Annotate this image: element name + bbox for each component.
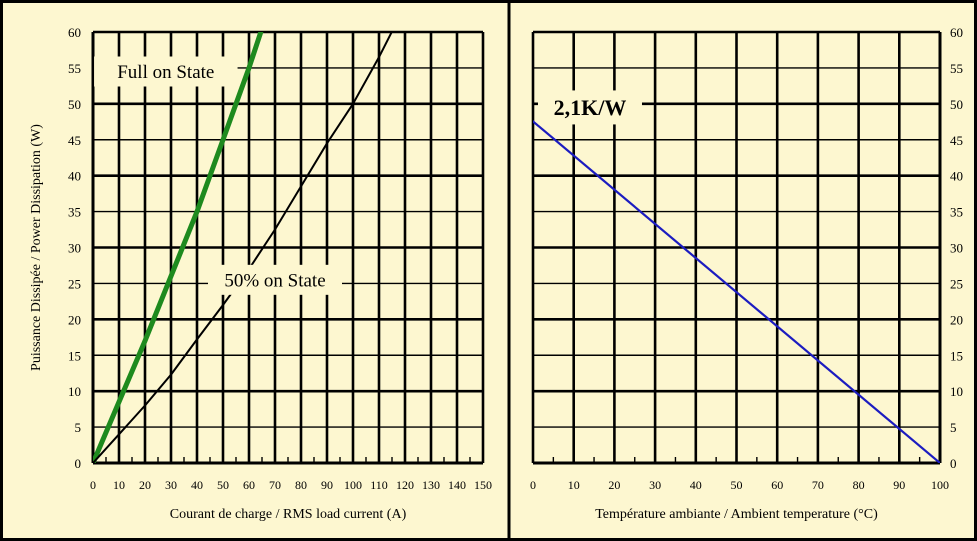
x-tick-label: 30 bbox=[165, 478, 177, 492]
y-tick-label: 35 bbox=[950, 205, 963, 220]
left-chart-power-vs-current: 0 10 20 30 40 50 60 70 80 90 100 110 120 130 140 150 0 5 1… bbox=[29, 25, 492, 522]
y-tick-label: 20 bbox=[68, 312, 81, 327]
y-tick-label: 35 bbox=[68, 205, 81, 220]
x-axis-label: Courant de charge / RMS load current (A) bbox=[170, 507, 407, 522]
x-tick-label: 150 bbox=[474, 478, 492, 492]
y-tick-label: 40 bbox=[68, 169, 81, 184]
x-tick-label: 60 bbox=[243, 478, 255, 492]
y-axis-label: Puissance Dissipée / Power Dissipation (… bbox=[29, 124, 44, 371]
annotation-label-full-on-state: Full on State bbox=[117, 62, 214, 83]
x-tick-label: 10 bbox=[568, 478, 580, 492]
y-tick-label: 0 bbox=[950, 456, 957, 471]
annotation-box bbox=[537, 90, 642, 125]
y-tick-label: 15 bbox=[950, 348, 963, 363]
x-tick-label: 130 bbox=[422, 478, 440, 492]
y-tick-label: 5 bbox=[75, 420, 82, 435]
y-tick-label: 10 bbox=[950, 384, 963, 399]
x-tick-label: 70 bbox=[269, 478, 281, 492]
x-tick-label: 70 bbox=[812, 478, 824, 492]
x-tick-label: 50 bbox=[731, 478, 743, 492]
y-tick-label: 0 bbox=[75, 456, 82, 471]
y-tick-label: 45 bbox=[68, 133, 81, 148]
y-tick-label: 5 bbox=[950, 420, 957, 435]
y-tick-label: 25 bbox=[68, 276, 81, 291]
x-tick-label: 120 bbox=[396, 478, 414, 492]
y-tick-label: 25 bbox=[950, 276, 963, 291]
y-tick-label: 50 bbox=[68, 97, 81, 112]
x-tick-label: 50 bbox=[217, 478, 229, 492]
x-tick-label: 60 bbox=[771, 478, 783, 492]
y-tick-label: 40 bbox=[950, 169, 963, 184]
y-tick-label: 10 bbox=[68, 384, 81, 399]
y-tick-label: 30 bbox=[68, 241, 81, 256]
annotation-label-thermal-resistance: 2,1K/W bbox=[554, 95, 627, 120]
x-tick-label: 40 bbox=[191, 478, 203, 492]
annotation-label-half-on-state: 50% on State bbox=[224, 270, 325, 291]
y-tick-label: 50 bbox=[950, 97, 963, 112]
y-tick-label: 45 bbox=[950, 133, 963, 148]
x-tick-label: 110 bbox=[370, 478, 388, 492]
x-tick-label: 140 bbox=[448, 478, 466, 492]
x-tick-label: 100 bbox=[344, 478, 362, 492]
annotation-box bbox=[208, 264, 342, 295]
x-tick-label: 100 bbox=[931, 478, 949, 492]
y-tick-label: 55 bbox=[950, 61, 963, 76]
x-tick-label: 0 bbox=[530, 478, 536, 492]
y-tick-label: 60 bbox=[68, 25, 81, 40]
x-tick-label: 10 bbox=[113, 478, 125, 492]
x-tick-label: 20 bbox=[608, 478, 620, 492]
x-tick-label: 80 bbox=[853, 478, 865, 492]
right-chart-power-vs-ambient-temperature: 0 10 20 30 40 50 60 70 80 90 100051015202530354045… bbox=[530, 25, 963, 522]
x-tick-label: 20 bbox=[139, 478, 151, 492]
y-tick-label: 15 bbox=[68, 348, 81, 363]
y-tick-label: 20 bbox=[950, 312, 963, 327]
x-tick-label: 90 bbox=[893, 478, 905, 492]
series-line-thermal-resistance bbox=[533, 119, 940, 463]
x-tick-label: 90 bbox=[321, 478, 333, 492]
y-tick-label: 60 bbox=[950, 25, 963, 40]
series-line-full-on-state bbox=[93, 32, 264, 463]
x-tick-label: 0 bbox=[90, 478, 96, 492]
x-tick-label: 80 bbox=[295, 478, 307, 492]
x-tick-label: 40 bbox=[690, 478, 702, 492]
x-tick-label: 30 bbox=[649, 478, 661, 492]
y-tick-label: 55 bbox=[68, 61, 81, 76]
x-axis-label: Température ambiante / Ambient temperatu… bbox=[595, 507, 878, 522]
y-tick-label: 30 bbox=[950, 241, 963, 256]
annotation-box bbox=[94, 56, 238, 87]
